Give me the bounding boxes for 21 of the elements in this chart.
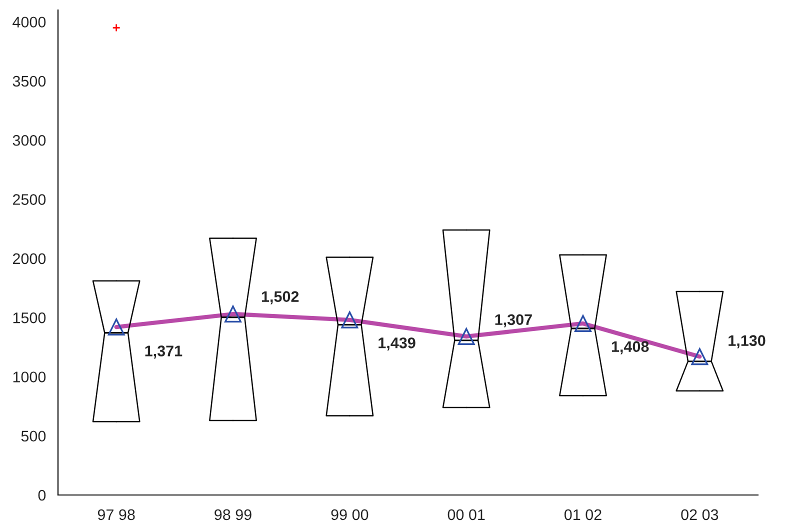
x-tick-label: 98 99 — [214, 509, 252, 520]
y-tick-label: 3500 — [12, 76, 46, 87]
x-tick-label: 99 00 — [331, 509, 368, 520]
annotation: 1,439 — [378, 338, 416, 351]
y-tick-label: 4000 — [12, 16, 46, 28]
annotation: 1,408 — [612, 341, 649, 354]
y-tick-label: 1000 — [13, 372, 46, 382]
y-tick-label: 3000 — [12, 134, 46, 146]
annotation: 1,502 — [262, 291, 299, 304]
x-tick-label: 97 98 — [98, 509, 135, 520]
y-tick-label: 500 — [21, 430, 46, 442]
annotation: 1,130 — [728, 335, 766, 348]
annotation: 1,307 — [495, 314, 532, 328]
y-tick-label: 1500 — [13, 312, 46, 324]
x-tick-label: 00 01 — [448, 509, 485, 520]
y-tick-label: 2000 — [12, 253, 46, 264]
x-tick-label: 01 02 — [564, 509, 602, 520]
y-tick-label: 2500 — [12, 194, 46, 205]
annotation: 1,371 — [145, 346, 182, 359]
x-tick-label: 02 03 — [681, 509, 718, 520]
y-tick-label: 0 — [38, 490, 46, 501]
